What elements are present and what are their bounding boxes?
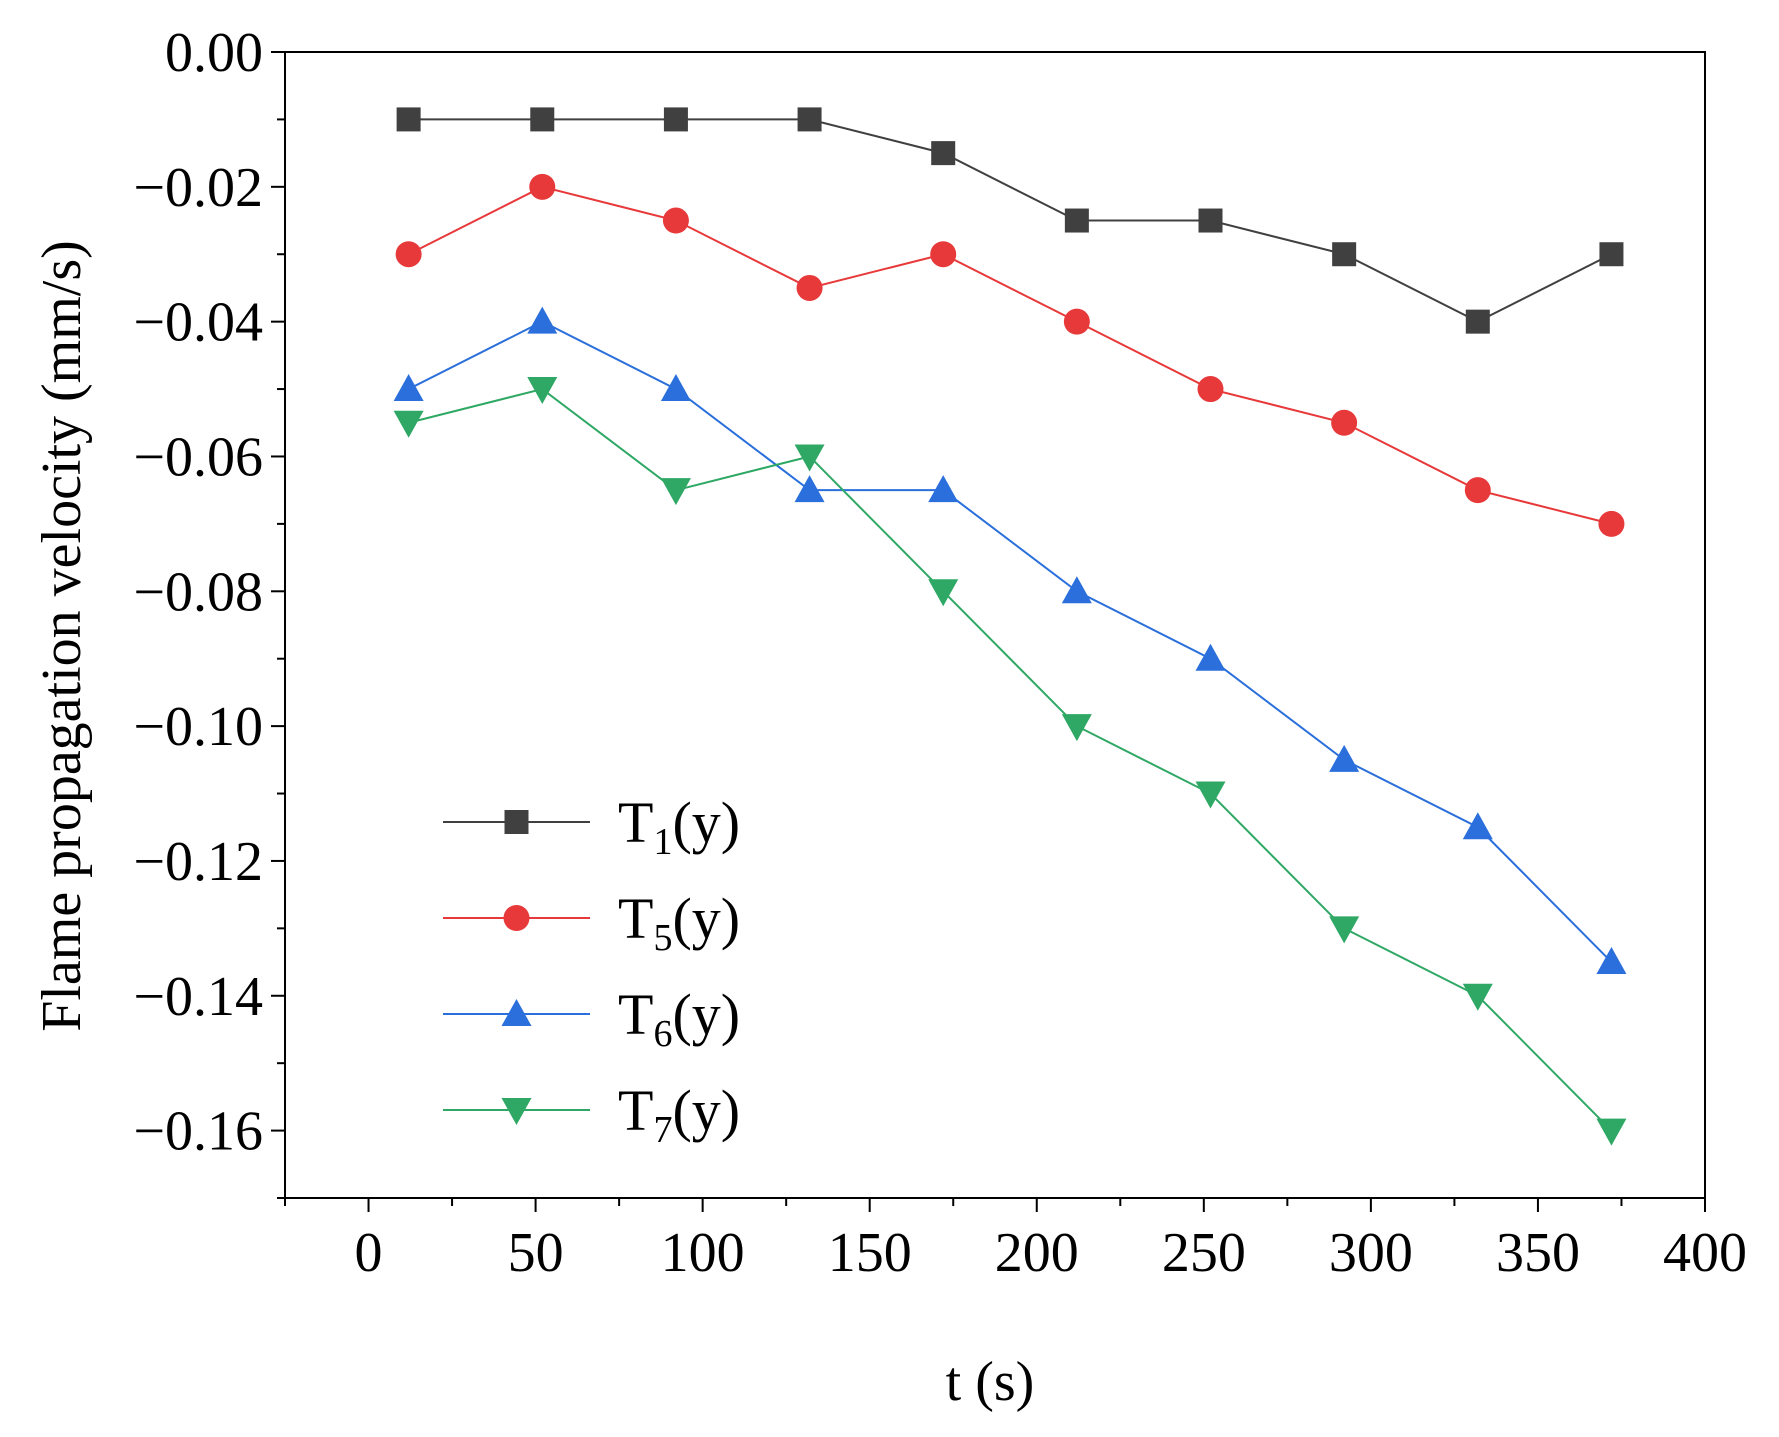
data-point-T1(y) [530,107,555,132]
legend: T1(y) T5(y) T6(y) T7(y) [443,790,740,1151]
data-point-T5(y) [1331,409,1358,436]
legend-item-T6(y): T6(y) [443,982,740,1055]
data-point-T6(y) [1061,576,1092,604]
series-line-T6(y) [408,320,1613,963]
y-tick-label: −0.12 [133,831,263,893]
data-point-T5(y) [662,207,689,234]
data-point-T1(y) [1465,309,1490,334]
data-point-T7(y) [660,478,691,506]
data-point-T7(y) [1596,1118,1627,1146]
data-point-T6(y) [1596,947,1627,975]
legend-marker [503,905,530,931]
x-axis-label: t (s) [946,1351,1035,1413]
x-tick-label: 150 [828,1222,912,1284]
data-point-T6(y) [660,374,691,402]
y-tick-label: −0.08 [133,561,263,623]
data-point-T6(y) [393,374,424,402]
x-tick-label: 100 [661,1222,745,1284]
data-point-T6(y) [928,475,959,503]
legend-label: T1(y) [618,790,740,863]
data-point-T5(y) [1063,308,1090,335]
data-point-T6(y) [794,475,825,503]
data-point-T7(y) [1462,983,1493,1011]
y-axis-label: Flame propagation velocity (mm/s) [31,240,93,1032]
legend-label: T7(y) [618,1078,740,1151]
data-point-T7(y) [928,579,959,607]
data-point-T5(y) [1598,510,1625,537]
legend-label: T6(y) [618,982,740,1055]
data-point-T7(y) [1329,916,1360,944]
data-point-T7(y) [1195,781,1226,809]
x-tick-label: 50 [508,1222,564,1284]
legend-item-T5(y): T5(y) [443,886,740,959]
data-point-T1(y) [1198,208,1223,233]
legend-item-T7(y): T7(y) [443,1078,740,1151]
data-point-T1(y) [931,141,956,166]
axes-layer: 0 50 100 150 200 250 300 350 400 0.00 −0.02 −0.04 −0… [133,22,1747,1284]
data-point-T7(y) [393,410,424,438]
legend-marker [501,1098,532,1125]
data-point-T6(y) [1195,643,1226,671]
series-line-T7(y) [408,387,1613,1132]
x-tick-label: 350 [1496,1222,1580,1284]
x-tick-label: 200 [995,1222,1079,1284]
legend-item-T1(y): T1(y) [443,790,740,863]
plot-frame [284,51,1706,1199]
data-point-T1(y) [663,107,688,132]
data-point-T7(y) [794,444,825,472]
x-tick-label: 300 [1329,1222,1413,1284]
x-tick-label: 250 [1162,1222,1246,1284]
legend-marker [501,999,532,1026]
data-point-T1(y) [1064,208,1089,233]
data-point-T1(y) [797,107,822,132]
data-point-T5(y) [395,241,422,268]
y-tick-label: −0.14 [133,966,263,1028]
series-T6(y) [393,306,1627,975]
y-tick-label: −0.06 [133,426,263,488]
data-point-T6(y) [527,306,558,334]
data-point-T1(y) [1332,242,1357,267]
series-T7(y) [393,377,1627,1146]
data-point-T1(y) [396,107,421,132]
x-tick-label: 400 [1663,1222,1747,1284]
y-tick-label: −0.04 [133,292,263,354]
y-tick-label: 0.00 [165,22,263,84]
series-line-T1(y) [408,118,1612,323]
data-point-T5(y) [529,173,556,200]
data-point-T5(y) [1464,477,1491,504]
y-tick-label: −0.10 [133,696,263,758]
data-point-T7(y) [1061,714,1092,742]
y-tick-label: −0.16 [133,1101,263,1163]
data-point-T7(y) [527,377,558,405]
y-tick-label: −0.02 [133,157,263,219]
series-T5(y) [395,173,1625,537]
legend-marker [504,810,529,834]
data-point-T6(y) [1462,812,1493,840]
data-point-T5(y) [1197,376,1224,403]
data-point-T5(y) [796,274,823,301]
data-point-T1(y) [1599,242,1624,267]
legend-label: T5(y) [618,886,740,959]
x-tick-label: 0 [355,1222,383,1284]
series-layer [393,107,1627,1146]
series-T1(y) [396,107,1624,334]
data-point-T6(y) [1329,744,1360,772]
series-line-T5(y) [408,185,1612,525]
data-point-T5(y) [930,241,957,268]
